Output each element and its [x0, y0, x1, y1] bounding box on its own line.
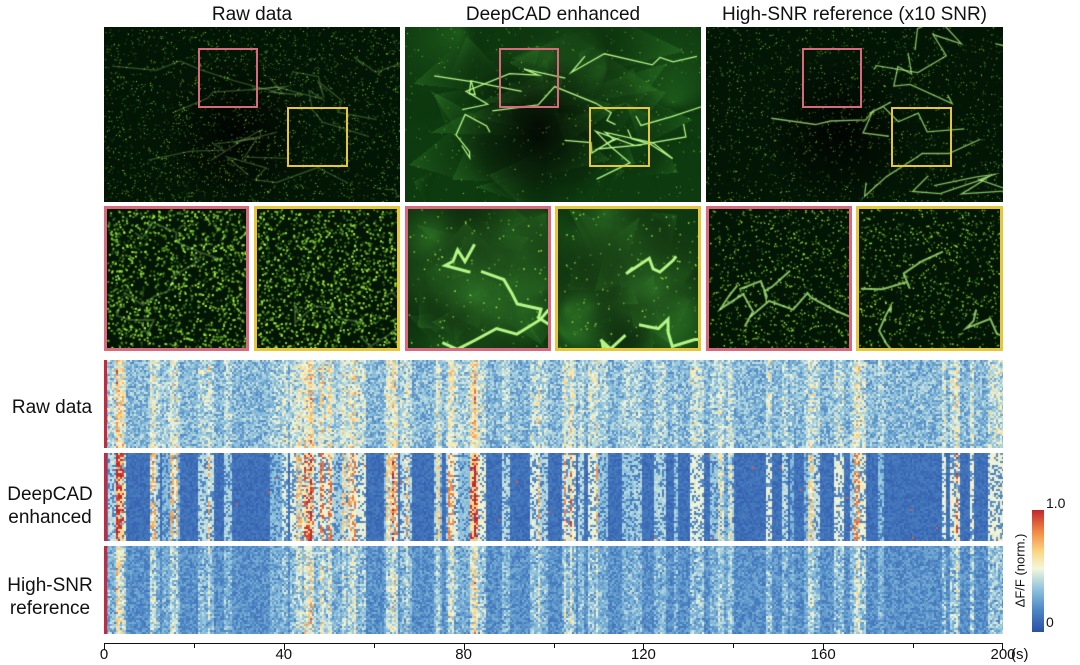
- zoom-reference-yellow-canvas: [859, 209, 1000, 348]
- colorbar-max-label: 1.0: [1046, 495, 1066, 511]
- time-tick: [823, 644, 825, 650]
- zoom-enhanced-yellow: [555, 206, 701, 351]
- time-minor-tick: [373, 644, 375, 648]
- image-reference-fov-canvas: [706, 27, 1003, 202]
- time-tick-label: 80: [455, 646, 472, 663]
- time-tick-label: 0: [99, 646, 109, 663]
- roi-box-red-reference: [802, 48, 862, 108]
- colorbar-min-label: 0: [1046, 614, 1054, 630]
- image-enhanced-fov-canvas: [405, 27, 701, 202]
- zoom-raw-red: [104, 206, 249, 351]
- image-enhanced-fov: [405, 27, 701, 202]
- heatmap-enhanced-edge: [104, 453, 107, 541]
- heatmap-raw-canvas: [104, 360, 1003, 448]
- heatmap-label-enhanced: DeepCAD enhanced: [7, 484, 93, 528]
- time-tick-label: 160: [810, 646, 836, 663]
- heatmap-enhanced: [104, 453, 1003, 541]
- image-reference-fov: [706, 27, 1003, 202]
- heatmap-reference: [104, 546, 1003, 634]
- time-minor-tick: [733, 644, 735, 648]
- time-minor-tick: [193, 644, 195, 648]
- column-title-reference: High-SNR reference (x10 SNR): [721, 4, 988, 25]
- time-tick-label: 40: [275, 646, 293, 663]
- zoom-enhanced-red: [405, 206, 551, 351]
- colorbar-title: ΔF/F (norm.): [1012, 533, 1028, 608]
- roi-box-red-raw: [198, 48, 258, 108]
- zoom-reference-yellow: [856, 206, 1003, 351]
- roi-box-red-enhanced: [499, 48, 559, 108]
- roi-box-yellow-enhanced: [589, 107, 650, 167]
- zoom-enhanced-red-canvas: [408, 209, 548, 348]
- heatmap-raw: [104, 360, 1003, 448]
- heatmap-enhanced-canvas: [104, 453, 1003, 541]
- time-axis-unit: (s): [1011, 646, 1029, 663]
- zoom-reference-red: [706, 206, 852, 351]
- heatmap-reference-edge: [104, 546, 107, 634]
- heatmap-raw-edge: [104, 360, 107, 448]
- time-axis-line: [104, 643, 1003, 644]
- roi-box-yellow-reference: [891, 107, 952, 167]
- colorbar: [1032, 510, 1044, 632]
- zoom-reference-red-canvas: [709, 209, 849, 348]
- time-tick: [643, 644, 645, 650]
- time-tick: [1002, 644, 1003, 650]
- heatmap-label-reference: High-SNR reference: [7, 575, 93, 619]
- time-minor-tick: [553, 644, 555, 648]
- zoom-raw-red-canvas: [107, 209, 246, 348]
- zoom-raw-yellow-canvas: [257, 209, 397, 348]
- heatmap-label-raw: Raw data: [11, 397, 93, 418]
- time-tick: [283, 644, 285, 650]
- image-raw-fov-canvas: [104, 27, 400, 202]
- time-minor-tick: [913, 644, 915, 648]
- roi-box-yellow-raw: [287, 107, 348, 167]
- time-tick: [104, 644, 105, 650]
- zoom-enhanced-yellow-canvas: [558, 209, 698, 348]
- time-tick: [463, 644, 465, 650]
- time-tick-label: 200: [990, 646, 1016, 663]
- column-title-raw: Raw data: [211, 4, 293, 25]
- image-raw-fov: [104, 27, 400, 202]
- time-tick-label: 120: [630, 646, 656, 663]
- zoom-raw-yellow: [254, 206, 400, 351]
- heatmap-reference-canvas: [104, 546, 1003, 634]
- column-title-enhanced: DeepCAD enhanced: [465, 4, 641, 25]
